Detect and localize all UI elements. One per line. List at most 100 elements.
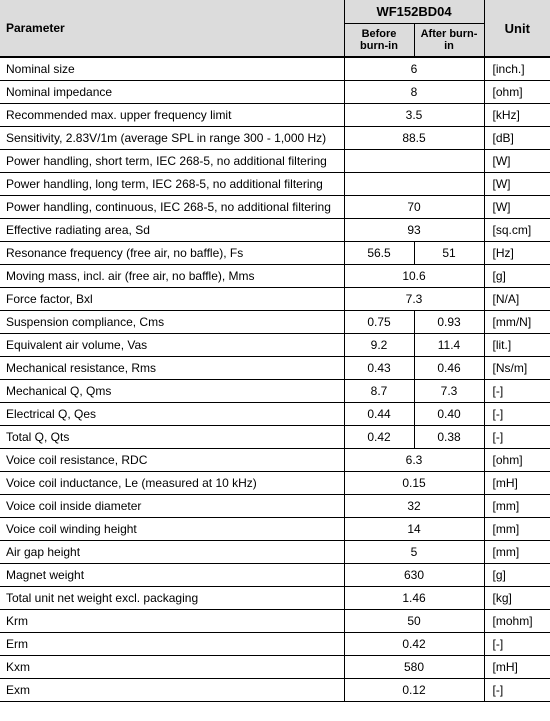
param-cell: Force factor, Bxl [0,288,344,311]
unit-cell: [mm/N] [484,311,550,334]
value-before: 9.2 [344,334,414,357]
value-before: 0.42 [344,426,414,449]
table-row: Exm0.12[-] [0,679,550,702]
unit-cell: [mH] [484,656,550,679]
param-cell: Voice coil resistance, RDC [0,449,344,472]
param-cell: Voice coil inductance, Le (measured at 1… [0,472,344,495]
unit-cell: [-] [484,380,550,403]
unit-cell: [mm] [484,541,550,564]
table-row: Effective radiating area, Sd93[sq.cm] [0,219,550,242]
value-merged: 7.3 [344,288,484,311]
value-after: 11.4 [414,334,484,357]
table-row: Nominal size6[inch.] [0,57,550,81]
unit-cell: [ohm] [484,81,550,104]
value-after: 0.40 [414,403,484,426]
param-cell: Power handling, long term, IEC 268-5, no… [0,173,344,196]
param-cell: Magnet weight [0,564,344,587]
unit-cell: [-] [484,633,550,656]
table-row: Mechanical Q, Qms8.77.3[-] [0,380,550,403]
table-row: Kxm580[mH] [0,656,550,679]
table-row: Power handling, continuous, IEC 268-5, n… [0,196,550,219]
unit-cell: [N/A] [484,288,550,311]
unit-cell: [-] [484,679,550,702]
unit-cell: [mH] [484,472,550,495]
unit-cell: [mohm] [484,610,550,633]
value-after: 7.3 [414,380,484,403]
unit-cell: [inch.] [484,57,550,81]
table-row: Total unit net weight excl. packaging1.4… [0,587,550,610]
table-row: Krm50[mohm] [0,610,550,633]
param-cell: Power handling, continuous, IEC 268-5, n… [0,196,344,219]
param-cell: Resonance frequency (free air, no baffle… [0,242,344,265]
table-row: Voice coil inside diameter32[mm] [0,495,550,518]
unit-cell: [g] [484,265,550,288]
table-row: Electrical Q, Qes0.440.40[-] [0,403,550,426]
value-merged: 8 [344,81,484,104]
unit-cell: [ohm] [484,449,550,472]
value-merged: 93 [344,219,484,242]
value-after: 0.38 [414,426,484,449]
unit-cell: [lit.] [484,334,550,357]
unit-cell: [Hz] [484,242,550,265]
table-body: Nominal size6[inch.]Nominal impedance8[o… [0,57,550,702]
unit-cell: [W] [484,150,550,173]
value-before: 0.75 [344,311,414,334]
unit-cell: [g] [484,564,550,587]
table-header: Parameter WF152BD04 Unit Before burn-in … [0,0,550,57]
table-row: Nominal impedance8[ohm] [0,81,550,104]
unit-cell: [dB] [484,127,550,150]
table-row: Erm0.42[-] [0,633,550,656]
value-after: 51 [414,242,484,265]
value-merged: 3.5 [344,104,484,127]
value-merged: 5 [344,541,484,564]
unit-cell: [-] [484,403,550,426]
table-row: Power handling, short term, IEC 268-5, n… [0,150,550,173]
table-row: Sensitivity, 2.83V/1m (average SPL in ra… [0,127,550,150]
table-row: Magnet weight630[g] [0,564,550,587]
param-cell: Total unit net weight excl. packaging [0,587,344,610]
param-cell: Mechanical Q, Qms [0,380,344,403]
table-row: Equivalent air volume, Vas9.211.4[lit.] [0,334,550,357]
unit-cell: [mm] [484,518,550,541]
value-merged: 0.15 [344,472,484,495]
table-row: Voice coil winding height14[mm] [0,518,550,541]
header-after: After burn-in [414,24,484,58]
param-cell: Voice coil winding height [0,518,344,541]
unit-cell: [Ns/m] [484,357,550,380]
table-row: Voice coil inductance, Le (measured at 1… [0,472,550,495]
value-before: 0.43 [344,357,414,380]
spec-table: Parameter WF152BD04 Unit Before burn-in … [0,0,550,702]
unit-cell: [W] [484,173,550,196]
param-cell: Power handling, short term, IEC 268-5, n… [0,150,344,173]
value-merged [344,173,484,196]
value-before: 56.5 [344,242,414,265]
value-merged: 70 [344,196,484,219]
param-cell: Air gap height [0,541,344,564]
value-merged: 88.5 [344,127,484,150]
table-row: Suspension compliance, Cms0.750.93[mm/N] [0,311,550,334]
param-cell: Voice coil inside diameter [0,495,344,518]
param-cell: Recommended max. upper frequency limit [0,104,344,127]
param-cell: Kxm [0,656,344,679]
param-cell: Sensitivity, 2.83V/1m (average SPL in ra… [0,127,344,150]
param-cell: Mechanical resistance, Rms [0,357,344,380]
param-cell: Total Q, Qts [0,426,344,449]
unit-cell: [kHz] [484,104,550,127]
table-row: Air gap height5[mm] [0,541,550,564]
header-before: Before burn-in [344,24,414,58]
value-merged: 0.42 [344,633,484,656]
value-merged [344,150,484,173]
value-merged: 0.12 [344,679,484,702]
value-merged: 50 [344,610,484,633]
table-row: Voice coil resistance, RDC6.3[ohm] [0,449,550,472]
header-model: WF152BD04 [344,0,484,24]
param-cell: Equivalent air volume, Vas [0,334,344,357]
param-cell: Erm [0,633,344,656]
value-merged: 32 [344,495,484,518]
table-row: Resonance frequency (free air, no baffle… [0,242,550,265]
header-parameter: Parameter [0,0,344,57]
param-cell: Suspension compliance, Cms [0,311,344,334]
unit-cell: [-] [484,426,550,449]
param-cell: Nominal size [0,57,344,81]
value-merged: 6 [344,57,484,81]
